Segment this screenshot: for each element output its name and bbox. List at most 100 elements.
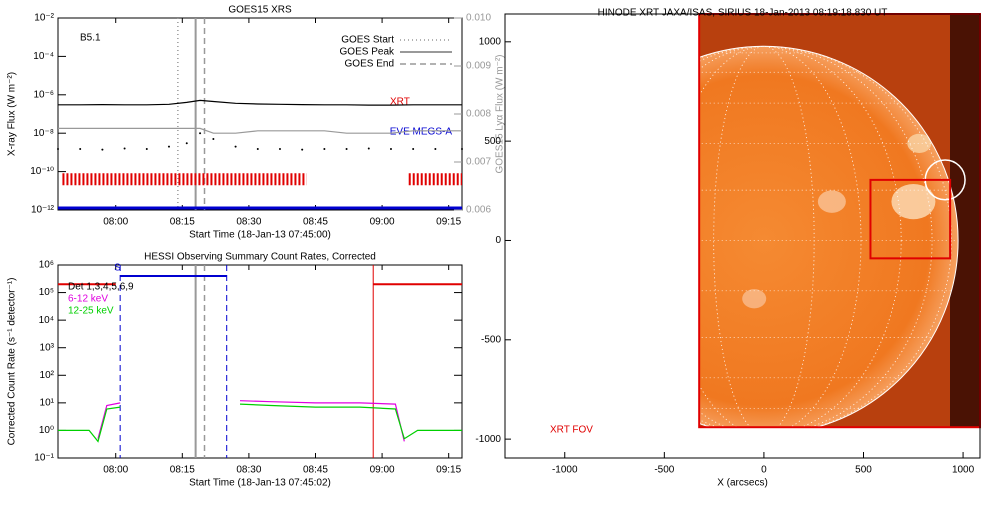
x-tick-label: 500 bbox=[855, 465, 872, 476]
bright-region bbox=[907, 133, 932, 153]
coverage-label: EVE MEGS-A bbox=[390, 127, 453, 138]
x-tick-label: 08:45 bbox=[303, 217, 328, 228]
data-dot bbox=[145, 148, 148, 151]
legend-label: 12-25 keV bbox=[68, 306, 114, 317]
data-dot bbox=[301, 148, 304, 151]
status-label: S bbox=[114, 263, 121, 274]
x-tick-label: 0 bbox=[761, 465, 767, 476]
panel-title: GOES15 XRS bbox=[228, 5, 292, 16]
data-dot bbox=[199, 132, 202, 135]
x-axis-label: Start Time (18-Jan-13 07:45:00) bbox=[189, 230, 331, 241]
data-dot bbox=[79, 148, 82, 151]
data-dot bbox=[323, 148, 326, 151]
y2-tick-label: 0.008 bbox=[466, 109, 491, 120]
x-tick-label: 08:00 bbox=[103, 465, 128, 476]
annotation: B5.1 bbox=[80, 33, 101, 44]
x-tick-label: 08:30 bbox=[236, 465, 261, 476]
data-line bbox=[97, 400, 405, 442]
fov-label: XRT FOV bbox=[550, 425, 593, 436]
bright-region bbox=[891, 184, 936, 220]
legend-label: GOES Start bbox=[341, 35, 394, 46]
data-dot bbox=[434, 148, 437, 151]
region-box bbox=[869, 178, 952, 260]
plot-frame bbox=[504, 13, 981, 459]
y-tick-label: 10⁻⁸ bbox=[33, 128, 54, 139]
solar-image bbox=[699, 14, 980, 428]
data-dot bbox=[389, 148, 392, 151]
bright-region bbox=[742, 289, 767, 309]
y-tick-label: 10⁶ bbox=[39, 260, 54, 271]
x-tick-label: 08:15 bbox=[170, 217, 195, 228]
x-tick-label: 09:00 bbox=[370, 217, 395, 228]
solar-disk bbox=[699, 46, 959, 428]
x-tick-label: -1000 bbox=[552, 465, 578, 476]
meridian bbox=[713, 46, 815, 428]
y-tick-label: 10⁻⁴ bbox=[33, 51, 54, 62]
y2-tick-label: 0.009 bbox=[466, 61, 491, 72]
y-tick-label: 0 bbox=[495, 235, 501, 246]
data-dot bbox=[212, 137, 215, 140]
coverage-label: XRT bbox=[390, 97, 410, 108]
y-tick-label: 10⁻¹ bbox=[34, 453, 54, 464]
data-dot bbox=[185, 142, 188, 145]
x-tick-label: 08:15 bbox=[170, 465, 195, 476]
y-tick-label: 10⁻¹² bbox=[31, 205, 55, 216]
y-tick-label: 10⁻² bbox=[34, 13, 54, 24]
data-dot bbox=[57, 148, 59, 151]
solar-limb bbox=[699, 45, 959, 428]
x-tick-label: 08:30 bbox=[236, 217, 261, 228]
x-tick-label: 08:00 bbox=[103, 217, 128, 228]
bright-region bbox=[817, 190, 846, 213]
y-tick-label: -1000 bbox=[475, 434, 501, 445]
y-tick-label: 10² bbox=[40, 370, 55, 381]
meridian bbox=[699, 46, 862, 428]
data-dot bbox=[345, 148, 348, 151]
data-dot bbox=[412, 148, 415, 151]
data-dot bbox=[278, 148, 281, 151]
legend-label: GOES Peak bbox=[340, 47, 395, 58]
y-tick-label: 10⁻¹⁰ bbox=[30, 166, 54, 177]
y-tick-label: 10³ bbox=[40, 342, 55, 353]
legend-label: GOES End bbox=[345, 59, 394, 70]
coordinate-grid bbox=[699, 46, 959, 428]
legend-title: Det 1,3,4,5,6,9 bbox=[68, 282, 134, 293]
data-dot bbox=[367, 147, 370, 150]
data-dot bbox=[256, 148, 259, 151]
meridian bbox=[699, 46, 952, 428]
x-axis-label: Start Time (18-Jan-13 07:45:02) bbox=[189, 478, 331, 489]
data-dot bbox=[167, 145, 170, 148]
x-tick-label: 08:45 bbox=[303, 465, 328, 476]
panel-title: HESSI Observing Summary Count Rates, Cor… bbox=[144, 252, 376, 263]
data-dot bbox=[234, 145, 237, 148]
x-tick-label: 09:00 bbox=[370, 465, 395, 476]
y-tick-label: 10⁰ bbox=[39, 425, 54, 436]
y2-tick-label: 0.006 bbox=[466, 205, 491, 216]
y-tick-label: 10¹ bbox=[40, 397, 55, 408]
data-dot bbox=[123, 147, 126, 150]
x-tick-label: 09:15 bbox=[436, 217, 461, 228]
data-dot bbox=[461, 148, 463, 151]
x-tick-label: -500 bbox=[654, 465, 674, 476]
data-line bbox=[58, 403, 462, 443]
panel-title: HINODE XRT JAXA/ISAS, SIRIUS 18-Jan-2013… bbox=[598, 8, 888, 19]
y-tick-label: -500 bbox=[481, 334, 501, 345]
data-dot bbox=[101, 148, 104, 151]
x-tick-label: 09:15 bbox=[436, 465, 461, 476]
y-tick-label: 10⁻⁶ bbox=[33, 89, 54, 100]
y2-tick-label: 0.007 bbox=[466, 157, 491, 168]
y-axis-label: X-ray Flux (W m⁻²) bbox=[7, 72, 18, 156]
y-tick-label: 500 bbox=[484, 136, 501, 147]
y-tick-label: 10⁴ bbox=[39, 315, 54, 326]
y2-axis-label: GOES15 Lyα Flux (W m⁻²) bbox=[495, 54, 506, 173]
data-line bbox=[58, 99, 462, 106]
meridian bbox=[699, 46, 902, 428]
x-tick-label: 1000 bbox=[952, 465, 975, 476]
y2-tick-label: 0.010 bbox=[466, 13, 491, 24]
y-tick-label: 10⁵ bbox=[39, 287, 54, 298]
y-tick-label: 1000 bbox=[479, 36, 502, 47]
legend-label: 6-12 keV bbox=[68, 294, 108, 305]
plot-frame bbox=[57, 264, 463, 459]
x-axis-label: X (arcsecs) bbox=[717, 478, 768, 489]
data-line bbox=[58, 127, 462, 134]
y-axis-label: Corrected Count Rate (s⁻¹ detector⁻¹) bbox=[7, 278, 18, 446]
